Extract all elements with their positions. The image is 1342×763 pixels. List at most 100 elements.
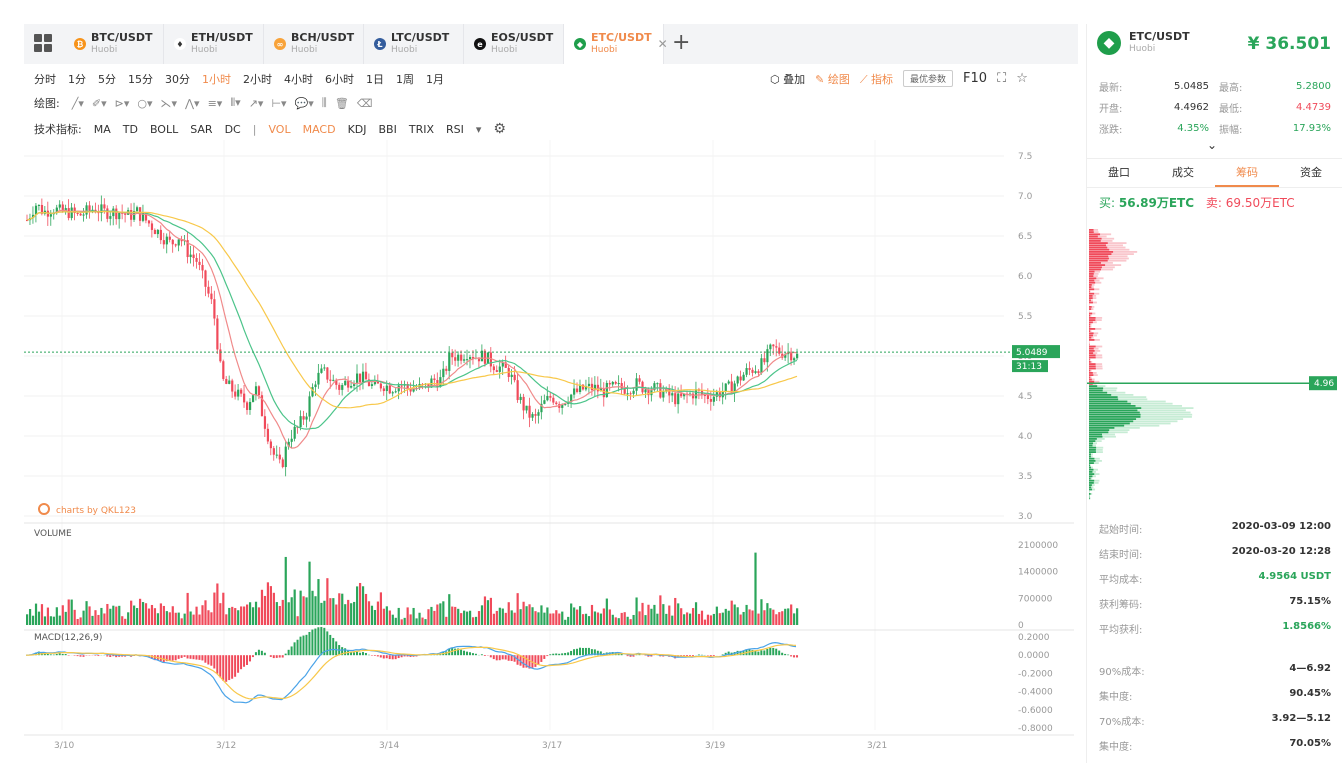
indicator-dc[interactable]: DC (224, 122, 241, 136)
stat-row: 涨跌: 4.35% 振幅: 17.93% (1099, 118, 1331, 139)
candle (602, 388, 605, 398)
circle-tool-icon[interactable]: ○▾ (137, 96, 153, 110)
comment-tool-icon[interactable]: 💬▾ (294, 96, 314, 110)
candle (576, 388, 579, 392)
candle (281, 459, 284, 468)
macd-bar (474, 653, 477, 656)
macd-bar (364, 652, 367, 656)
panel-tab-2[interactable]: 筹码 (1215, 159, 1279, 187)
volume-bar (504, 612, 507, 625)
star-icon[interactable]: ☆ (1016, 71, 1028, 86)
add-tab-icon[interactable]: + (672, 30, 691, 55)
sell-value: 69.50万ETC (1225, 196, 1295, 210)
draw-button[interactable]: ✎ 绘图 (815, 72, 850, 86)
indicator-kdj[interactable]: KDJ (347, 122, 367, 136)
volume-bar (400, 619, 403, 625)
overlay-button[interactable]: ⬡ 叠加 (770, 72, 806, 86)
indicator-td[interactable]: TD (122, 122, 138, 136)
arrow-tool-icon[interactable]: ↗▾ (248, 96, 264, 110)
candle (608, 382, 611, 385)
interval-11[interactable]: 1月 (426, 73, 444, 86)
panel-tab-0[interactable]: 盘口 (1108, 166, 1130, 179)
candle (772, 344, 775, 347)
tab-eos[interactable]: e EOS/USDT Huobi (464, 24, 564, 64)
pattern-tool-icon[interactable]: ⋀▾ (185, 96, 200, 110)
channel-tool-icon[interactable]: ⊳▾ (114, 96, 130, 110)
volume-bar (486, 600, 490, 625)
interval-2[interactable]: 5分 (98, 73, 116, 86)
f10-button[interactable]: F10 (963, 71, 988, 86)
measure-tool-icon[interactable]: ⊢▾ (271, 96, 287, 110)
indicator-rsi[interactable]: RSI (446, 122, 464, 136)
volume-bar (287, 602, 290, 625)
fullscreen-icon[interactable]: ⛶ (997, 71, 1007, 86)
panel-tab-3[interactable]: 资金 (1300, 166, 1322, 179)
buy-label: 买: (1099, 196, 1116, 210)
optimize-params-button[interactable]: 最优参数 (903, 70, 954, 87)
gann-tool-icon[interactable]: ⦀▾ (230, 96, 241, 109)
candle (165, 236, 168, 245)
interval-3[interactable]: 15分 (128, 73, 153, 86)
chip-bar-bg (1089, 292, 1100, 295)
chip-bar-bg (1089, 464, 1092, 467)
candle (266, 428, 270, 442)
eraser-icon[interactable]: ⌫ (356, 96, 373, 110)
candle (632, 390, 635, 394)
brush-tool-icon[interactable]: ✐▾ (91, 96, 107, 110)
tab-ltc[interactable]: Ł LTC/USDT Huobi (364, 24, 464, 64)
chip-bar (1089, 297, 1093, 299)
volume-bar (231, 606, 234, 625)
indicator-vol[interactable]: VOL (268, 122, 291, 136)
volume-bar (466, 611, 469, 625)
indicator-sar[interactable]: SAR (190, 122, 213, 136)
chip-bar-bg (1089, 427, 1140, 429)
interval-7[interactable]: 4小时 (284, 73, 313, 86)
tab-etc[interactable]: ◆ ETC/USDT Huobi ✕ (564, 24, 668, 64)
interval-4[interactable]: 30分 (165, 73, 190, 86)
close-icon[interactable]: ✕ (657, 37, 668, 51)
candle (581, 384, 585, 390)
interval-1[interactable]: 1分 (68, 73, 86, 86)
panel-tab-1[interactable]: 成交 (1172, 166, 1194, 179)
stats-tool-icon[interactable]: ⫼ (321, 96, 327, 109)
grid-menu-icon[interactable] (34, 34, 52, 52)
interval-0[interactable]: 分时 (34, 73, 56, 86)
interval-10[interactable]: 1周 (396, 73, 414, 86)
indicator-bbi[interactable]: BBI (378, 122, 397, 136)
volume-bar (26, 614, 29, 625)
tab-btc[interactable]: ₿ BTC/USDT Huobi (64, 24, 164, 64)
more-indicators-icon[interactable]: ▾ (475, 122, 482, 136)
candle (153, 229, 157, 235)
indicator-boll[interactable]: BOLL (149, 122, 179, 136)
tab-bch[interactable]: ∞ BCH/USDT Huobi (264, 24, 364, 64)
candle (207, 286, 210, 294)
volume-tick: 1400000 (1018, 568, 1058, 578)
settings-gear-icon[interactable]: ⚙ (493, 121, 506, 137)
indicator-trix[interactable]: TRIX (408, 122, 434, 136)
interval-8[interactable]: 6小时 (325, 73, 354, 86)
candle (147, 220, 151, 224)
volume-bar (507, 602, 510, 625)
fib-tool-icon[interactable]: ≡▾ (207, 96, 223, 110)
wave-tool-icon[interactable]: ⋋▾ (160, 96, 178, 110)
chip-bar-bg (1089, 319, 1102, 321)
indicator-button[interactable]: ⟋ 指标 (859, 72, 894, 86)
tab-eth[interactable]: ♦ ETH/USDT Huobi (164, 24, 264, 64)
candle (528, 405, 531, 418)
volume-bar (581, 614, 585, 625)
indicator-macd[interactable]: MACD (302, 122, 336, 136)
interval-5[interactable]: 1小时 (202, 73, 231, 86)
kline-chart[interactable]: 7.57.06.56.05.55.04.54.03.53.03/103/123/… (24, 140, 1084, 763)
interval-9[interactable]: 1日 (366, 73, 384, 86)
macd-bar (766, 648, 769, 656)
line-tool-icon[interactable]: ╱▾ (71, 96, 84, 110)
volume-bar (593, 611, 597, 625)
volume-bar (501, 608, 504, 625)
interval-6[interactable]: 2小时 (243, 73, 272, 86)
indicator-ma[interactable]: MA (93, 122, 111, 136)
macd-bar (109, 655, 112, 658)
trash-icon[interactable]: 🗑 (334, 96, 349, 110)
macd-bar (629, 655, 632, 657)
expand-chevron-icon[interactable]: ⌄ (1207, 138, 1218, 152)
chip-bar (1089, 488, 1093, 491)
